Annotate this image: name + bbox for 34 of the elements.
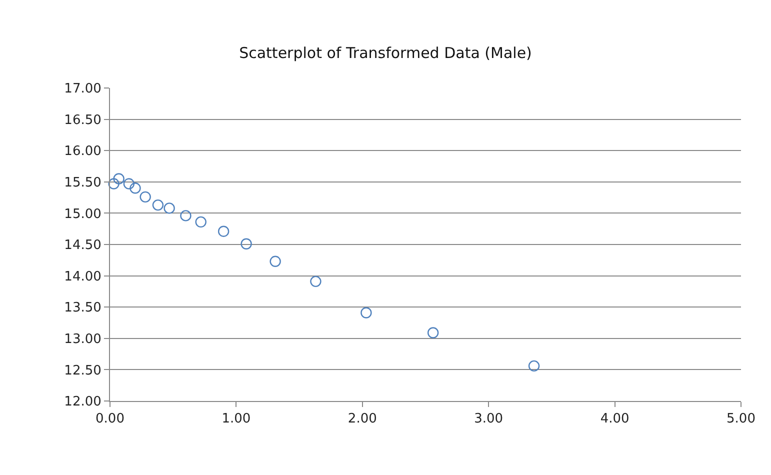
y-tick-label: 14.50: [64, 238, 102, 254]
y-tick-label: 13.50: [64, 300, 102, 316]
y-tick-label: 16.00: [64, 144, 102, 160]
point: [123, 178, 135, 190]
point: [152, 199, 164, 211]
x-tick-label: 4.00: [600, 412, 630, 427]
x-tick-label: 1.00: [222, 412, 251, 427]
y-tick-label: 16.50: [64, 112, 102, 128]
point: [270, 256, 281, 267]
point: [180, 210, 192, 222]
y-tick-label: 14.00: [64, 269, 102, 284]
point: [113, 173, 124, 184]
y-tick-label: 12.50: [64, 363, 102, 378]
point: [218, 226, 230, 237]
x-tick-label: 3.00: [474, 412, 504, 427]
point: [528, 360, 540, 372]
x-tick-label: 2.00: [348, 412, 377, 427]
point: [427, 327, 439, 338]
y-tick-label: 17.00: [64, 82, 102, 97]
point: [164, 202, 175, 214]
y-tick-label: 13.00: [64, 332, 102, 347]
y-tick-label: 12.00: [64, 394, 102, 410]
point: [130, 182, 141, 194]
point: [108, 178, 120, 190]
point: [140, 191, 151, 203]
point: [310, 276, 322, 288]
point: [240, 238, 252, 250]
y-tick-label: 15.00: [64, 206, 102, 222]
x-tick-label: 0.00: [96, 412, 124, 427]
x-tick-label: 5.00: [726, 412, 756, 427]
point: [195, 216, 206, 228]
y-tick-label: 15.50: [64, 175, 102, 190]
point: [360, 307, 372, 318]
chart-title: Scatterplot of Transformed Data (Male): [239, 44, 532, 62]
